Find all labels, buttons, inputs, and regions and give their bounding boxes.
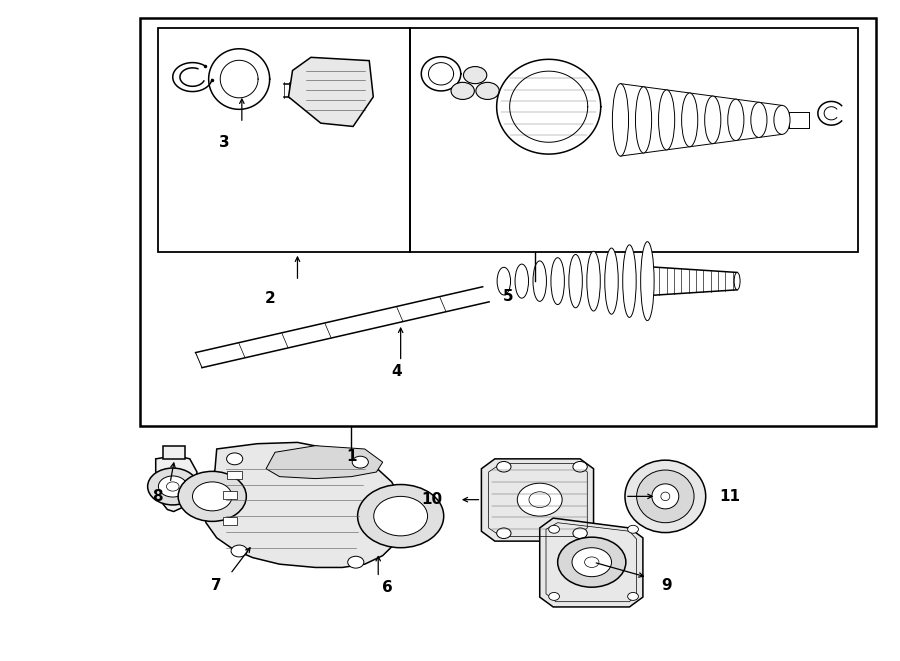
Ellipse shape	[623, 245, 636, 317]
Text: 6: 6	[382, 580, 392, 595]
Circle shape	[178, 471, 247, 522]
Polygon shape	[482, 459, 594, 541]
Circle shape	[518, 483, 562, 516]
Text: 10: 10	[422, 492, 443, 507]
Ellipse shape	[774, 105, 790, 134]
Text: 8: 8	[152, 489, 163, 504]
Text: 9: 9	[661, 578, 671, 594]
Circle shape	[148, 468, 198, 505]
Circle shape	[347, 557, 364, 568]
Text: 1: 1	[346, 449, 356, 465]
Circle shape	[529, 492, 551, 508]
Circle shape	[227, 453, 243, 465]
Circle shape	[627, 525, 638, 533]
Polygon shape	[266, 446, 382, 479]
Circle shape	[231, 545, 248, 557]
Circle shape	[627, 592, 638, 600]
Ellipse shape	[625, 460, 706, 533]
Ellipse shape	[636, 470, 694, 523]
Ellipse shape	[515, 264, 528, 298]
Circle shape	[158, 476, 187, 497]
Ellipse shape	[681, 93, 698, 147]
Ellipse shape	[734, 272, 740, 290]
Text: 4: 4	[391, 364, 401, 379]
Text: 2: 2	[266, 292, 276, 307]
FancyBboxPatch shape	[223, 518, 238, 525]
Circle shape	[585, 557, 598, 567]
Circle shape	[573, 461, 588, 472]
Text: 11: 11	[719, 489, 740, 504]
FancyBboxPatch shape	[228, 471, 242, 479]
Ellipse shape	[661, 492, 670, 500]
Ellipse shape	[641, 242, 654, 321]
Circle shape	[193, 482, 232, 511]
Ellipse shape	[605, 248, 618, 314]
Ellipse shape	[635, 87, 652, 153]
Polygon shape	[203, 442, 403, 567]
Ellipse shape	[587, 251, 600, 311]
Circle shape	[166, 482, 179, 491]
Polygon shape	[156, 455, 197, 512]
Circle shape	[573, 528, 588, 539]
Circle shape	[549, 592, 560, 600]
Polygon shape	[289, 58, 374, 126]
Circle shape	[476, 83, 500, 99]
Ellipse shape	[569, 254, 582, 308]
Polygon shape	[540, 518, 643, 607]
Circle shape	[558, 537, 626, 587]
Circle shape	[464, 67, 487, 84]
Circle shape	[352, 456, 368, 468]
Circle shape	[374, 496, 428, 536]
Circle shape	[357, 485, 444, 548]
Circle shape	[497, 528, 511, 539]
Circle shape	[451, 83, 474, 99]
Ellipse shape	[551, 258, 564, 305]
Text: 5: 5	[503, 290, 514, 305]
Ellipse shape	[533, 261, 546, 301]
Circle shape	[497, 461, 511, 472]
Text: 7: 7	[212, 578, 222, 594]
Ellipse shape	[751, 102, 767, 137]
Polygon shape	[163, 446, 185, 459]
Ellipse shape	[652, 484, 679, 509]
Ellipse shape	[705, 96, 721, 143]
Ellipse shape	[659, 90, 675, 150]
FancyBboxPatch shape	[223, 491, 238, 499]
Circle shape	[549, 525, 560, 533]
Ellipse shape	[497, 267, 510, 295]
Text: 3: 3	[219, 136, 230, 151]
Ellipse shape	[728, 99, 744, 141]
Ellipse shape	[612, 84, 628, 156]
Circle shape	[572, 548, 611, 576]
